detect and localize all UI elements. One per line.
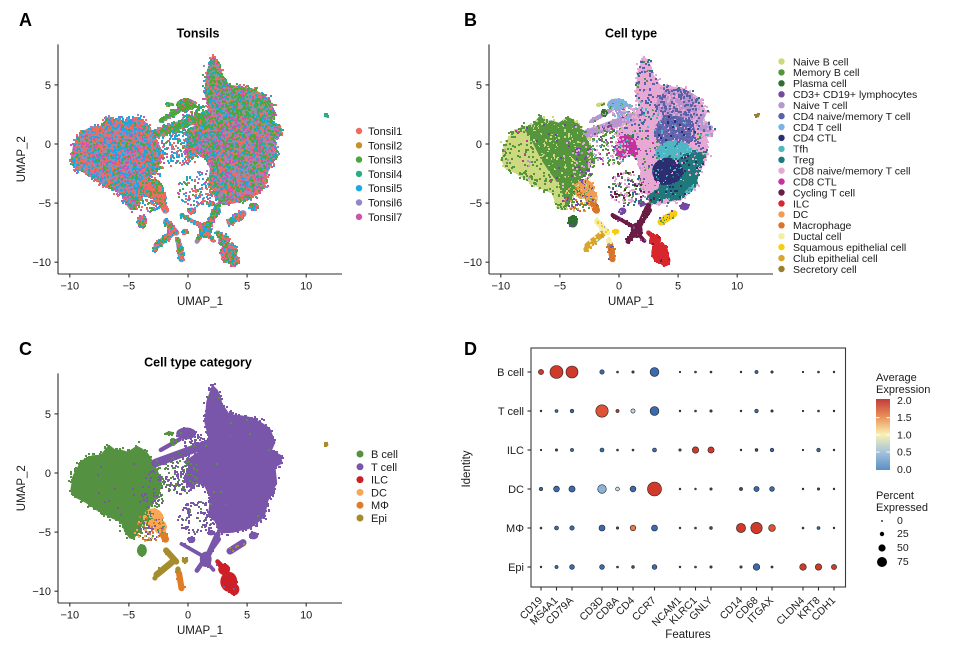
- svg-text:Tonsil4: Tonsil4: [368, 169, 402, 181]
- svg-text:−10: −10: [32, 586, 51, 598]
- svg-text:Naive B cell: Naive B cell: [793, 56, 848, 68]
- svg-text:−10: −10: [60, 610, 79, 622]
- svg-text:−5: −5: [554, 281, 567, 293]
- svg-text:Macrophage: Macrophage: [793, 220, 852, 232]
- svg-text:Tonsils: Tonsils: [177, 27, 220, 41]
- svg-text:Tfh: Tfh: [793, 144, 808, 156]
- svg-text:Expression: Expression: [876, 384, 930, 396]
- svg-text:Treg: Treg: [793, 155, 814, 167]
- svg-text:DC: DC: [793, 209, 809, 221]
- svg-text:Squamous epithelial cell: Squamous epithelial cell: [793, 242, 906, 254]
- svg-text:T cell: T cell: [498, 406, 524, 418]
- svg-text:Epi: Epi: [371, 513, 387, 525]
- svg-text:UMAP_1: UMAP_1: [608, 296, 654, 308]
- svg-text:0: 0: [897, 515, 903, 527]
- svg-text:0.5: 0.5: [897, 447, 912, 459]
- svg-text:5: 5: [675, 281, 681, 293]
- svg-text:Epi: Epi: [508, 562, 524, 574]
- svg-text:Tonsil7: Tonsil7: [368, 212, 402, 224]
- svg-text:5: 5: [244, 281, 250, 293]
- svg-text:−10: −10: [463, 257, 482, 269]
- svg-text:0: 0: [476, 139, 482, 151]
- svg-text:UMAP_1: UMAP_1: [177, 296, 223, 308]
- svg-text:Expressed: Expressed: [876, 502, 928, 514]
- svg-text:−5: −5: [123, 281, 136, 293]
- svg-text:Identity: Identity: [461, 450, 473, 487]
- svg-text:CD4 T cell: CD4 T cell: [793, 122, 842, 134]
- svg-text:UMAP_2: UMAP_2: [16, 465, 28, 511]
- svg-text:MΦ: MΦ: [371, 500, 389, 512]
- svg-text:−10: −10: [60, 281, 79, 293]
- svg-text:50: 50: [897, 542, 909, 554]
- svg-text:A: A: [19, 10, 32, 30]
- svg-text:0: 0: [185, 281, 191, 293]
- svg-text:75: 75: [897, 556, 909, 568]
- svg-text:Features: Features: [665, 629, 711, 641]
- svg-text:Tonsil5: Tonsil5: [368, 183, 402, 195]
- svg-text:Average: Average: [876, 372, 917, 384]
- svg-text:−10: −10: [32, 257, 51, 269]
- svg-text:−10: −10: [491, 281, 510, 293]
- svg-text:5: 5: [45, 80, 51, 92]
- svg-text:Cell type category: Cell type category: [144, 356, 252, 370]
- svg-text:Tonsil3: Tonsil3: [368, 155, 402, 167]
- svg-text:5: 5: [244, 610, 250, 622]
- svg-text:5: 5: [45, 409, 51, 421]
- svg-text:−5: −5: [123, 610, 136, 622]
- svg-text:Cycling T cell: Cycling T cell: [793, 187, 855, 199]
- svg-text:Tonsil1: Tonsil1: [368, 126, 402, 138]
- svg-text:−5: −5: [469, 198, 482, 210]
- svg-text:0.0: 0.0: [897, 464, 912, 476]
- svg-text:T cell: T cell: [371, 462, 397, 474]
- svg-text:1.5: 1.5: [897, 412, 912, 424]
- svg-text:UMAP_1: UMAP_1: [177, 625, 223, 637]
- svg-text:1.0: 1.0: [897, 429, 912, 441]
- svg-text:C: C: [19, 339, 32, 359]
- svg-text:Club epithelial cell: Club epithelial cell: [793, 253, 878, 265]
- svg-text:ILC: ILC: [507, 445, 524, 457]
- svg-text:0: 0: [45, 468, 51, 480]
- svg-text:Cell type: Cell type: [605, 27, 657, 41]
- svg-text:DC: DC: [508, 484, 524, 496]
- svg-text:−5: −5: [38, 198, 51, 210]
- svg-text:CD4 CTL: CD4 CTL: [793, 133, 837, 145]
- svg-text:25: 25: [897, 528, 909, 540]
- svg-text:10: 10: [300, 281, 312, 293]
- svg-text:Naive T cell: Naive T cell: [793, 100, 847, 112]
- svg-text:ILC: ILC: [371, 475, 388, 487]
- svg-text:CD3+ CD19+ lymphocytes: CD3+ CD19+ lymphocytes: [793, 89, 917, 101]
- svg-text:5: 5: [476, 80, 482, 92]
- svg-text:0: 0: [616, 281, 622, 293]
- svg-text:DC: DC: [371, 487, 387, 499]
- svg-text:Tonsil2: Tonsil2: [368, 140, 402, 152]
- svg-text:0: 0: [185, 610, 191, 622]
- svg-text:Ductal cell: Ductal cell: [793, 231, 841, 243]
- svg-text:B cell: B cell: [371, 449, 398, 461]
- svg-text:MΦ: MΦ: [506, 523, 524, 535]
- svg-text:D: D: [464, 339, 477, 359]
- svg-text:UMAP_2: UMAP_2: [16, 136, 28, 182]
- svg-text:ILC: ILC: [793, 198, 810, 210]
- svg-text:Secretory cell: Secretory cell: [793, 264, 857, 276]
- svg-text:Plasma cell: Plasma cell: [793, 78, 847, 90]
- svg-text:Percent: Percent: [876, 490, 914, 502]
- svg-text:−5: −5: [38, 527, 51, 539]
- svg-text:B cell: B cell: [497, 367, 524, 379]
- svg-text:CD8 CTL: CD8 CTL: [793, 176, 837, 188]
- svg-text:10: 10: [300, 610, 312, 622]
- svg-text:Tonsil6: Tonsil6: [368, 198, 402, 210]
- svg-text:10: 10: [731, 281, 743, 293]
- svg-text:CD8 naive/memory T cell: CD8 naive/memory T cell: [793, 166, 910, 178]
- svg-text:B: B: [464, 10, 477, 30]
- svg-text:2.0: 2.0: [897, 395, 912, 407]
- svg-text:0: 0: [45, 139, 51, 151]
- svg-text:CD4 naive/memory T cell: CD4 naive/memory T cell: [793, 111, 910, 123]
- svg-text:Memory B cell: Memory B cell: [793, 67, 860, 79]
